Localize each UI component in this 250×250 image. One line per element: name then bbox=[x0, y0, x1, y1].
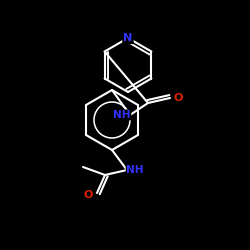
Text: O: O bbox=[173, 93, 183, 103]
Text: N: N bbox=[124, 33, 132, 43]
Text: NH: NH bbox=[126, 165, 144, 175]
Text: N: N bbox=[124, 33, 132, 43]
Text: NH: NH bbox=[113, 110, 131, 120]
Text: O: O bbox=[83, 190, 93, 200]
